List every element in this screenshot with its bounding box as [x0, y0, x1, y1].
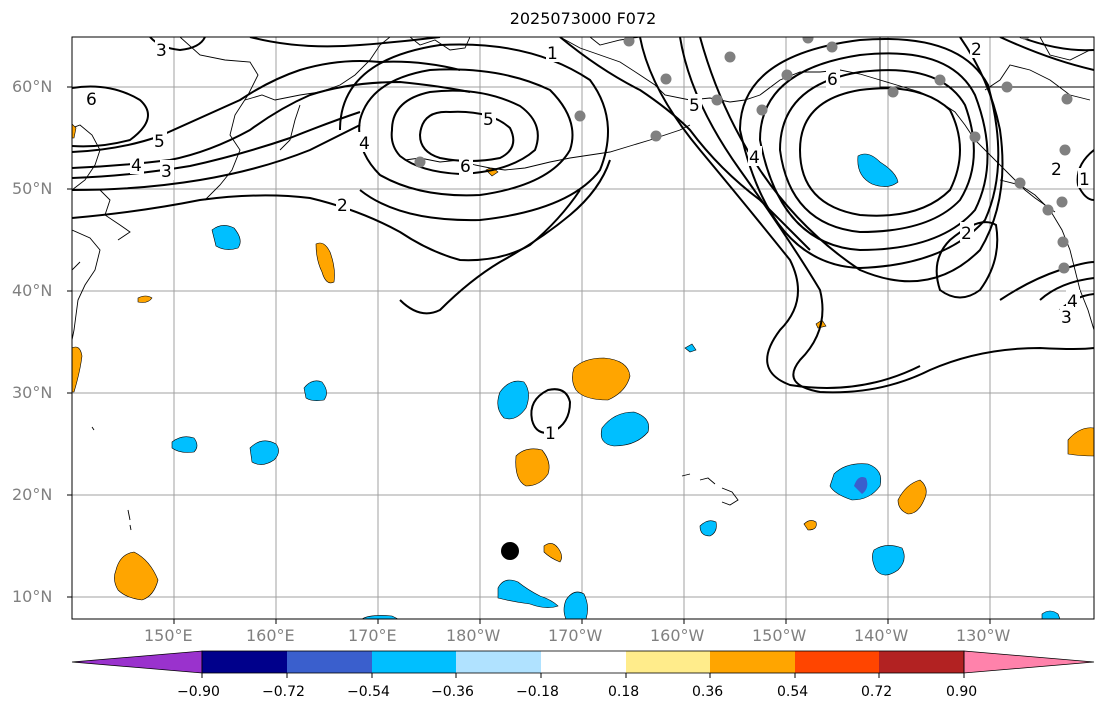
colorbar-extend-high [963, 650, 1095, 674]
colorbar-label: 0.36 [692, 684, 724, 700]
contour-label: 3 [161, 162, 172, 182]
contour-label: 2 [1051, 160, 1062, 180]
negative-anomaly-regions [171, 153, 1061, 619]
colorbar-segment [287, 651, 372, 673]
colorbar-label: 0.90 [946, 684, 978, 700]
ticks [67, 86, 991, 624]
colorbar-segment [710, 651, 795, 673]
lon-label: 130°W [956, 626, 1011, 645]
lon-label: 160°W [650, 626, 705, 645]
positive-anomaly-regions [72, 123, 1094, 601]
contour-label: 3 [156, 41, 167, 61]
colorbar-label: −0.18 [516, 684, 559, 700]
colorbar-label: 0.72 [861, 684, 893, 700]
colorbar-segment [795, 651, 879, 673]
colorbar-label: 0.18 [608, 684, 640, 700]
lon-label: 140°W [854, 626, 909, 645]
colorbar-extend-low [71, 650, 203, 674]
contour-label: 5 [689, 96, 700, 116]
contour-label: 3 [1061, 308, 1072, 328]
contour-label: 6 [827, 70, 838, 90]
station-markers [414, 37, 1073, 274]
colorbar-label: −0.54 [347, 684, 390, 700]
contours [72, 37, 1094, 434]
contour-label: 4 [131, 156, 142, 176]
lon-label: 180°W [446, 626, 501, 645]
lon-label: 160°E [246, 626, 295, 645]
graticule [72, 37, 1094, 619]
map-frame [71, 36, 1095, 620]
lon-label: 150°W [752, 626, 807, 645]
colorbar-segment [202, 651, 287, 673]
contour-label: 5 [483, 110, 494, 130]
lon-label: 170°E [348, 626, 397, 645]
map-title: 2025073000 F072 [509, 9, 657, 28]
contour-label: 6 [460, 157, 471, 177]
lat-label: 40°N [12, 281, 53, 300]
contour-label: 2 [971, 40, 982, 60]
storm-center-marker [501, 542, 519, 560]
contour-label: 5 [154, 132, 165, 152]
contour-label: 1 [547, 44, 558, 64]
lat-label: 30°N [12, 383, 53, 402]
contour-labels: 3 6 5 4 3 2 4 5 6 1 5 4 6 2 2 2 1 4 3 1 [85, 38, 1092, 444]
contour-label: 6 [86, 90, 97, 110]
colorbar-segment [456, 651, 541, 673]
colorbar-segment [372, 651, 456, 673]
lat-label: 10°N [12, 587, 53, 606]
coastlines [72, 37, 1094, 531]
lon-label: 150°E [144, 626, 193, 645]
contour-label: 4 [359, 134, 370, 154]
contour-label: 4 [1067, 292, 1078, 312]
lat-label: 60°N [12, 77, 53, 96]
lon-label: 170°W [548, 626, 603, 645]
colorbar-segment [541, 651, 626, 673]
colorbar [71, 650, 1095, 678]
lat-label: 50°N [12, 179, 53, 198]
contour-label: 2 [961, 224, 972, 244]
colorbar-label: −0.90 [177, 684, 220, 700]
contour-label: 4 [749, 148, 760, 168]
colorbar-segment [626, 651, 710, 673]
lat-label: 20°N [12, 485, 53, 504]
colorbar-segment [879, 651, 964, 673]
contour-label: 1 [545, 424, 556, 444]
colorbar-label: 0.54 [777, 684, 809, 700]
strong-negative-core [854, 477, 868, 494]
contour-label: 1 [1079, 170, 1090, 190]
colorbar-label: −0.36 [431, 684, 474, 700]
contour-label: 2 [337, 196, 348, 216]
colorbar-label: −0.72 [262, 684, 305, 700]
